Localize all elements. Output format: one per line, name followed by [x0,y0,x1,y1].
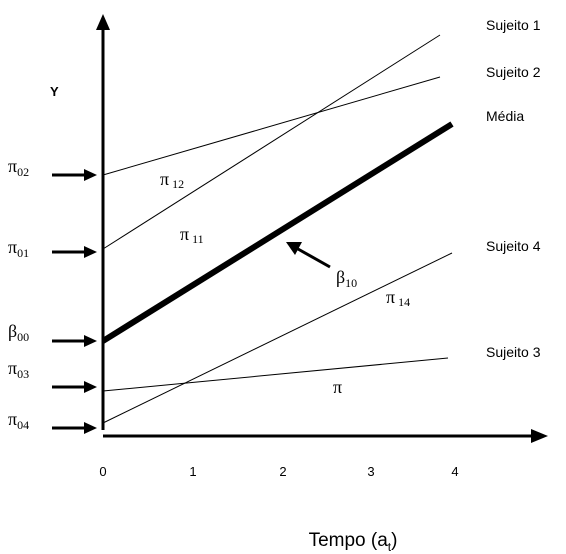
line-sujeito-2 [102,76,441,176]
intercept-labels: π02 π01 β00 π03 π04 [8,156,29,432]
arrow-right-icon [84,422,97,434]
label-media: Média [486,108,524,124]
line-sujeito-3 [102,357,449,392]
series-labels: Sujeito 1 Sujeito 2 Média Sujeito 4 Suje… [486,17,541,360]
line-sujeito-1 [102,34,441,250]
x-tick-label: 1 [189,464,196,479]
y-axis-label: Y [50,84,59,99]
slope-label-pi: π [333,377,342,397]
label-sujeito-1: Sujeito 1 [486,17,541,33]
intercept-label-pi04: π04 [8,409,29,432]
x-axis-title: Tempo (at) [309,530,398,554]
x-tick-label: 2 [279,464,286,479]
x-axis-arrowhead [531,429,548,443]
label-sujeito-3: Sujeito 3 [486,344,541,360]
arrow-right-icon [84,381,97,393]
intercept-label-pi02: π02 [8,156,29,179]
intercept-label-pi01: π01 [8,237,29,260]
slope-label-beta10: β10 [336,267,357,290]
x-tick-labels: 0 1 2 3 4 [99,464,458,479]
intercept-label-pi03: π03 [8,358,29,381]
x-tick-label: 4 [451,464,458,479]
slope-label-pi14: π 14 [386,287,410,309]
label-sujeito-4: Sujeito 4 [486,238,541,254]
slope-labels: π 12 π 11 β10 π 14 π [160,169,410,397]
label-sujeito-2: Sujeito 2 [486,64,541,80]
arrow-right-icon [84,335,97,347]
line-media [101,121,454,344]
arrow-up-left-icon [297,247,331,269]
slope-label-pi12: π 12 [160,169,184,191]
intercept-label-beta00: β00 [8,321,29,344]
x-tick-label: 0 [99,464,106,479]
arrow-right-icon [84,169,97,181]
arrow-up-left-icon [286,242,302,255]
model-lines [101,34,454,424]
y-axis-arrowhead [96,14,110,30]
arrow-right-icon [84,246,97,258]
intercept-arrows [52,169,97,434]
x-tick-label: 3 [367,464,374,479]
slope-label-pi11: π 11 [180,224,204,246]
line-sujeito-4 [102,252,453,424]
